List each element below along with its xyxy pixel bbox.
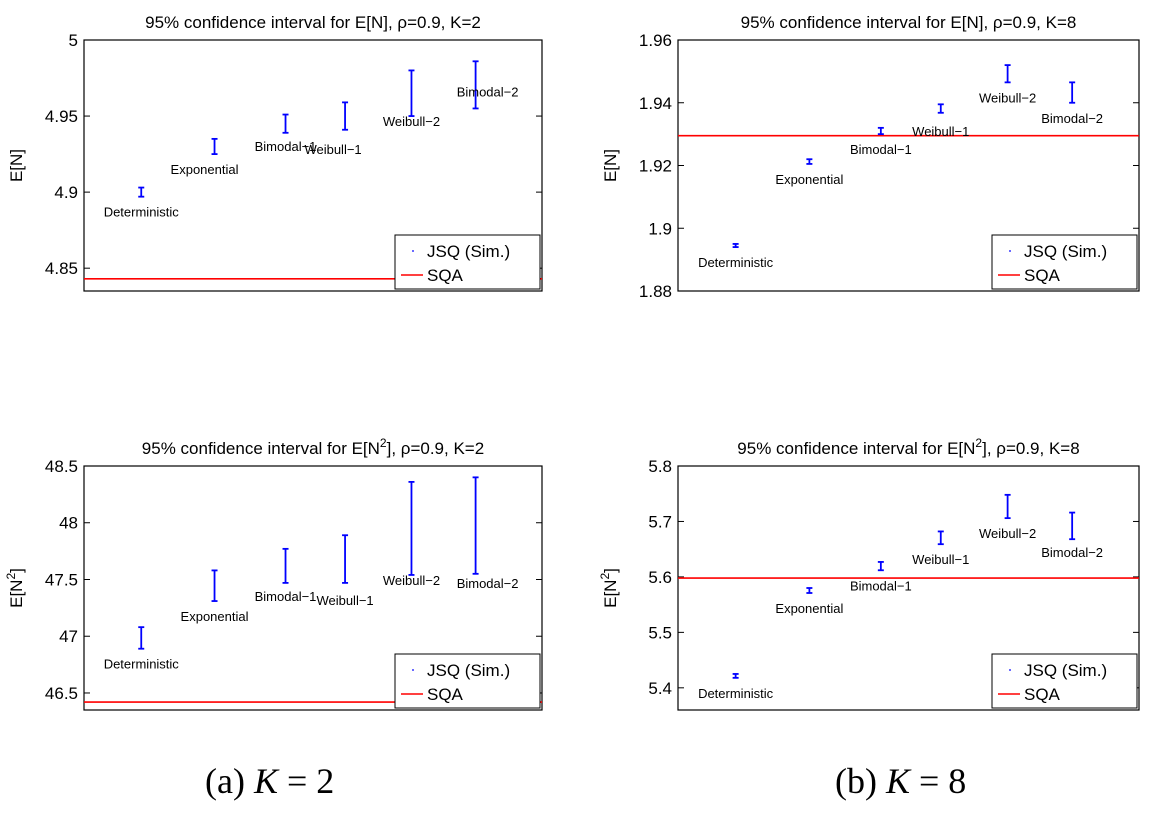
- y-tick-label: 5.5: [648, 623, 672, 642]
- category-label: Weibull−1: [912, 552, 969, 567]
- plot-frame: [83, 465, 543, 711]
- legend-box: [991, 653, 1138, 709]
- legend-label-jsq: JSQ (Sim.): [1024, 242, 1107, 261]
- category-label: Exponential: [181, 609, 249, 624]
- category-label: Bimodal−2: [457, 576, 519, 591]
- legend-marker-jsq: [412, 669, 414, 671]
- category-label: Bimodal−1: [255, 589, 317, 604]
- y-axis-label: E[N2]: [598, 568, 620, 608]
- caption-a-prefix: (a): [205, 761, 245, 801]
- caption-b-rest: = 8: [910, 761, 967, 801]
- legend-box: [394, 653, 541, 709]
- caption-b-var: K: [885, 761, 910, 801]
- y-tick-label: 5.7: [648, 512, 672, 531]
- y-tick-label: 1.9: [648, 219, 672, 238]
- y-tick-label: 1.88: [639, 282, 672, 301]
- chart-title: 95% confidence interval for E[N2], ρ=0.9…: [737, 436, 1079, 458]
- category-label: Deterministic: [104, 657, 180, 672]
- caption-a: (a) K = 2: [205, 760, 334, 802]
- legend-marker-jsq: [1009, 669, 1011, 671]
- legend-label-jsq: JSQ (Sim.): [1024, 661, 1107, 680]
- category-label: Bimodal−2: [1041, 545, 1103, 560]
- legend-marker-jsq: [412, 250, 414, 252]
- y-tick-label: 5.4: [648, 679, 672, 698]
- chart-title: 95% confidence interval for E[N], ρ=0.9,…: [741, 13, 1077, 32]
- category-label: Deterministic: [104, 205, 180, 220]
- legend-box: [394, 234, 541, 290]
- y-axis-label: E[N]: [601, 149, 620, 182]
- legend-box: [991, 234, 1138, 290]
- caption-a-var: K: [253, 761, 278, 801]
- y-tick-label: 1.92: [639, 157, 672, 176]
- legend-label-sqa: SQA: [427, 266, 464, 285]
- chart-title: 95% confidence interval for E[N2], ρ=0.9…: [142, 436, 484, 458]
- y-tick-label: 47.5: [45, 570, 78, 589]
- plot-frame: [83, 39, 543, 292]
- category-label: Deterministic: [698, 255, 774, 270]
- y-tick-label: 48.5: [45, 457, 78, 476]
- category-label: Bimodal−2: [1041, 111, 1103, 126]
- y-tick-label: 1.94: [639, 94, 672, 113]
- category-label: Weibull−1: [316, 593, 373, 608]
- y-tick-label: 5: [69, 31, 78, 50]
- y-tick-label: 1.96: [639, 31, 672, 50]
- category-label: Exponential: [171, 162, 239, 177]
- y-tick-label: 4.95: [45, 107, 78, 126]
- y-axis-label: E[N]: [7, 149, 26, 182]
- y-axis-label: E[N2]: [4, 568, 26, 608]
- y-tick-label: 4.85: [45, 259, 78, 278]
- category-label: Weibull−2: [979, 90, 1036, 105]
- legend-label-jsq: JSQ (Sim.): [427, 242, 510, 261]
- y-tick-label: 48: [59, 514, 78, 533]
- caption-a-rest: = 2: [277, 761, 335, 801]
- y-tick-label: 5.6: [648, 568, 672, 587]
- category-label: Bimodal−1: [255, 139, 317, 154]
- y-tick-label: 46.5: [45, 684, 78, 703]
- plot-frame: [677, 465, 1140, 711]
- category-label: Bimodal−1: [850, 142, 912, 157]
- y-tick-label: 5.8: [648, 457, 672, 476]
- legend-label-jsq: JSQ (Sim.): [427, 661, 510, 680]
- legend-label-sqa: SQA: [1024, 685, 1061, 704]
- category-label: Deterministic: [698, 686, 774, 701]
- category-label: Weibull−2: [383, 573, 440, 588]
- category-label: Exponential: [775, 172, 843, 187]
- category-label: Bimodal−2: [457, 84, 519, 99]
- chart-title: 95% confidence interval for E[N], ρ=0.9,…: [145, 13, 481, 32]
- legend-label-sqa: SQA: [1024, 266, 1061, 285]
- caption-b-prefix: (b): [835, 761, 877, 801]
- legend-label-sqa: SQA: [427, 685, 464, 704]
- category-label: Weibull−1: [304, 142, 361, 157]
- legend-marker-jsq: [1009, 250, 1011, 252]
- category-label: Weibull−2: [383, 114, 440, 129]
- category-label: Exponential: [775, 601, 843, 616]
- category-label: Weibull−1: [912, 124, 969, 139]
- category-label: Bimodal−1: [850, 578, 912, 593]
- caption-b: (b) K = 8: [835, 760, 966, 802]
- y-tick-label: 47: [59, 627, 78, 646]
- category-label: Weibull−2: [979, 526, 1036, 541]
- y-tick-label: 4.9: [54, 183, 78, 202]
